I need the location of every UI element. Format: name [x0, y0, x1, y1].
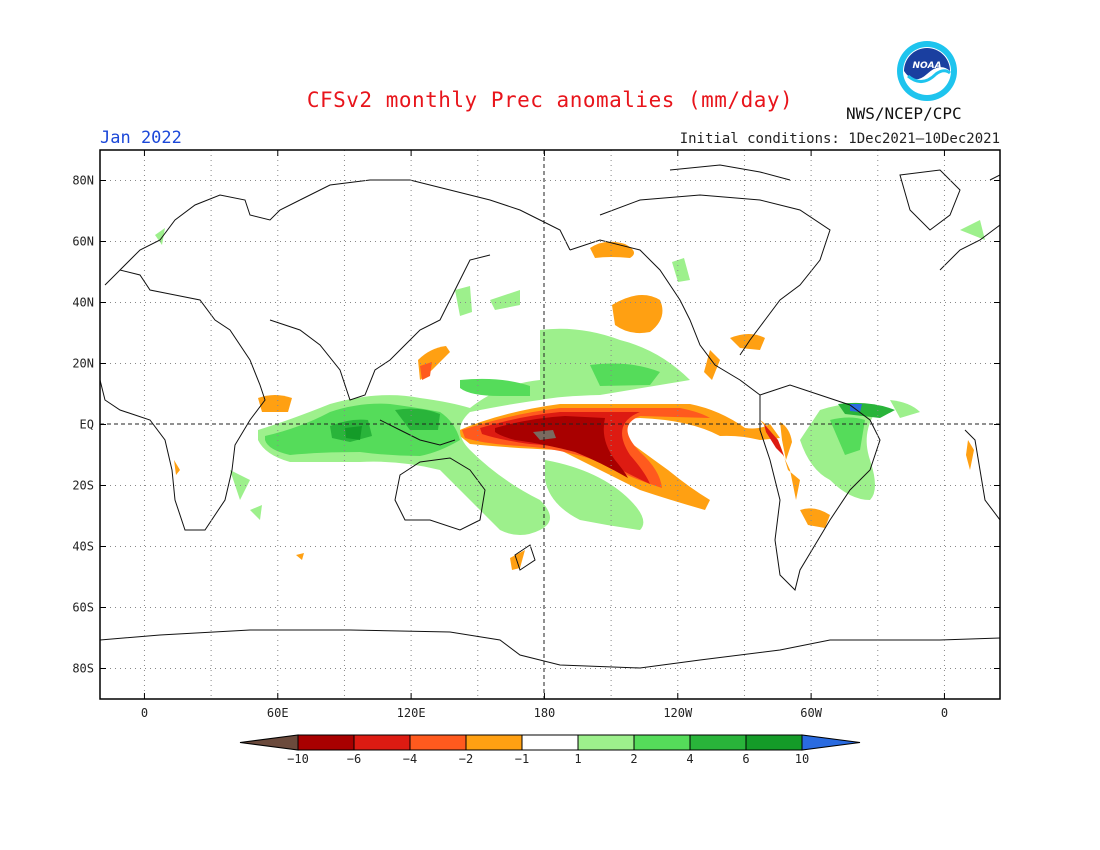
- agency-label: NWS/NCEP/CPC: [846, 104, 962, 123]
- lon-label: 0: [941, 706, 948, 720]
- colorbar-label: −6: [347, 752, 361, 766]
- lat-label: 20N: [72, 357, 94, 371]
- colorbar-label: 1: [574, 752, 581, 766]
- colorbar-arrow-low: [239, 734, 299, 751]
- lon-label: 60E: [267, 706, 289, 720]
- forecast-month: Jan 2022: [100, 128, 182, 148]
- longitude-labels: 0 60E 120E 180 120W 60W 0: [141, 706, 948, 720]
- latitude-labels: 80N 60N 40N 20N EQ 20S 40S 60S 80S: [72, 174, 94, 676]
- colorbar-label: 6: [742, 752, 749, 766]
- lon-label: 120E: [397, 706, 426, 720]
- colorbar-label: −4: [403, 752, 417, 766]
- wet-anomaly-light: [258, 328, 690, 535]
- anomaly-fields: [155, 220, 985, 570]
- map-title: CFSv2 monthly Prec anomalies (mm/day): [306, 88, 794, 112]
- colorbar: −10 −6 −4 −2 −1 1 2 4 6 10: [239, 734, 861, 766]
- axis-ticks: [100, 150, 1000, 699]
- dry-anomaly-extreme: [533, 430, 556, 440]
- colorbar-arrow-high: [801, 734, 861, 751]
- svg-text:NOAA: NOAA: [912, 61, 941, 71]
- colorbar-swatch: [745, 734, 803, 751]
- colorbar-label: −2: [459, 752, 473, 766]
- initial-conditions: Initial conditions: 1Dec2021—10Dec2021: [679, 131, 1000, 147]
- colorbar-label: −10: [287, 752, 309, 766]
- lon-label: 60W: [800, 706, 822, 720]
- lon-label: 180: [534, 706, 556, 720]
- wet-anomaly-extreme: [345, 426, 362, 440]
- dry-anomaly-strong: [495, 416, 628, 478]
- lon-label: 0: [141, 706, 148, 720]
- graticule: [100, 150, 1000, 699]
- colorbar-label: −1: [515, 752, 529, 766]
- colorbar-label: 4: [686, 752, 693, 766]
- colorbar-swatch: [297, 734, 355, 751]
- colorbar-swatch: [409, 734, 467, 751]
- colorbar-swatch: [353, 734, 411, 751]
- colorbar-swatch: [689, 734, 747, 751]
- lat-label: 60N: [72, 235, 94, 249]
- lat-label: 40N: [72, 296, 94, 310]
- noaa-logo: NOAA: [897, 41, 957, 101]
- colorbar-label: 2: [630, 752, 637, 766]
- wet-anomaly-max: [850, 404, 862, 412]
- colorbar-swatch: [521, 734, 579, 751]
- lat-label: 60S: [72, 601, 94, 615]
- lat-label: 80S: [72, 662, 94, 676]
- lon-label: 120W: [663, 706, 693, 720]
- coastlines: [100, 164, 1000, 669]
- lat-label: 80N: [72, 174, 94, 188]
- colorbar-swatch: [465, 734, 523, 751]
- colorbar-swatch: [577, 734, 635, 751]
- lat-label: 20S: [72, 479, 94, 493]
- lat-label: 40S: [72, 540, 94, 554]
- lat-label: EQ: [80, 418, 94, 432]
- colorbar-swatch: [633, 734, 691, 751]
- colorbar-label: 10: [795, 752, 809, 766]
